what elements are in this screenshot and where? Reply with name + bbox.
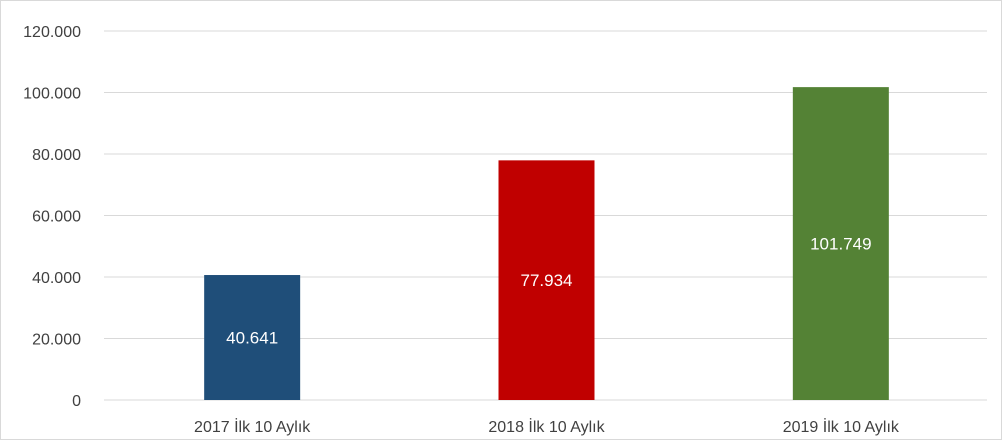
bar: [204, 275, 301, 400]
x-category-label: 2017 İlk 10 Aylık: [194, 417, 311, 436]
y-tick-label: 60.000: [32, 209, 81, 226]
y-tick-label: 20.000: [32, 332, 81, 349]
bar-value-label: 40.641: [226, 329, 278, 348]
y-tick-label: 0: [72, 393, 81, 410]
bar-value-label: 101.749: [810, 235, 871, 254]
y-tick-label: 40.000: [32, 270, 81, 287]
bar: [498, 160, 595, 400]
y-tick-label: 80.000: [32, 147, 81, 164]
x-category-label: 2019 İlk 10 Aylık: [783, 417, 900, 436]
x-category-label: 2018 İlk 10 Aylık: [488, 417, 605, 436]
bar-data-labels: 40.641 77.934 101.749: [226, 235, 871, 348]
bar-value-label: 77.934: [521, 271, 573, 290]
y-axis-tick-labels: 0 20.000 40.000 60.000 80.000 100.000 120.000: [23, 24, 81, 410]
bars: [204, 87, 889, 400]
x-axis-category-labels: 2017 İlk 10 Aylık 2018 İlk 10 Aylık 2019 İ…: [194, 417, 900, 436]
bar: [792, 87, 889, 400]
y-tick-label: 100.000: [23, 86, 81, 103]
y-tick-label: 120.000: [23, 24, 81, 41]
